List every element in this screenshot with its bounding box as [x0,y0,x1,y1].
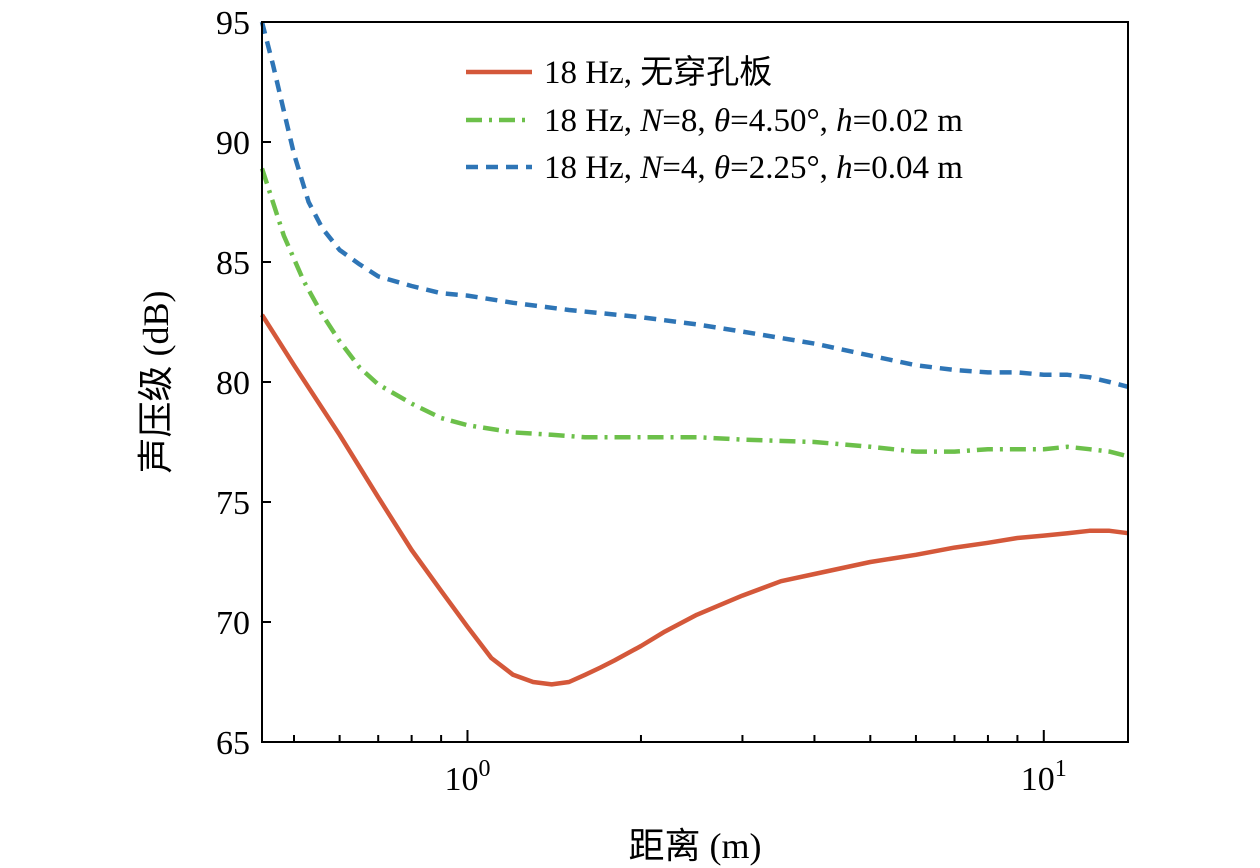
series-line-1 [260,313,1129,687]
legend: 18 Hz, 无穿孔板 18 Hz, N=8, θ=4.50°, h=0.02 m… [466,54,963,186]
y-tick-label: 85 [216,245,250,282]
legend-item-2: 18 Hz, N=8, θ=4.50°, h=0.02 m [466,103,963,139]
y-tick-label: 95 [216,5,250,42]
y-tick-label: 70 [216,605,250,642]
y-tick-label: 75 [216,485,250,522]
x-tick-label: 101 [1021,756,1067,798]
series-layer [259,21,1129,687]
y-axis-title: 声压级 (dB) [136,291,176,474]
x-axis-title: 距离 (m) [629,826,762,866]
y-tick-label: 80 [216,365,250,402]
ticks-layer: 65 70 75 80 85 90 95 100 101 [216,5,1067,798]
legend-item-3: 18 Hz, N=4, θ=2.25°, h=0.04 m [466,150,963,186]
y-tick-label: 65 [216,725,250,762]
y-tick-label: 90 [216,125,250,162]
legend-label: 18 Hz, N=8, θ=4.50°, h=0.02 m [544,103,963,139]
series-line-3 [259,21,1129,389]
series-line-2 [259,167,1129,459]
x-tick-label: 100 [444,756,490,798]
legend-label: 18 Hz, 无穿孔板 [544,54,772,91]
legend-item-1: 18 Hz, 无穿孔板 [466,54,772,91]
legend-label: 18 Hz, N=4, θ=2.25°, h=0.04 m [544,150,963,186]
